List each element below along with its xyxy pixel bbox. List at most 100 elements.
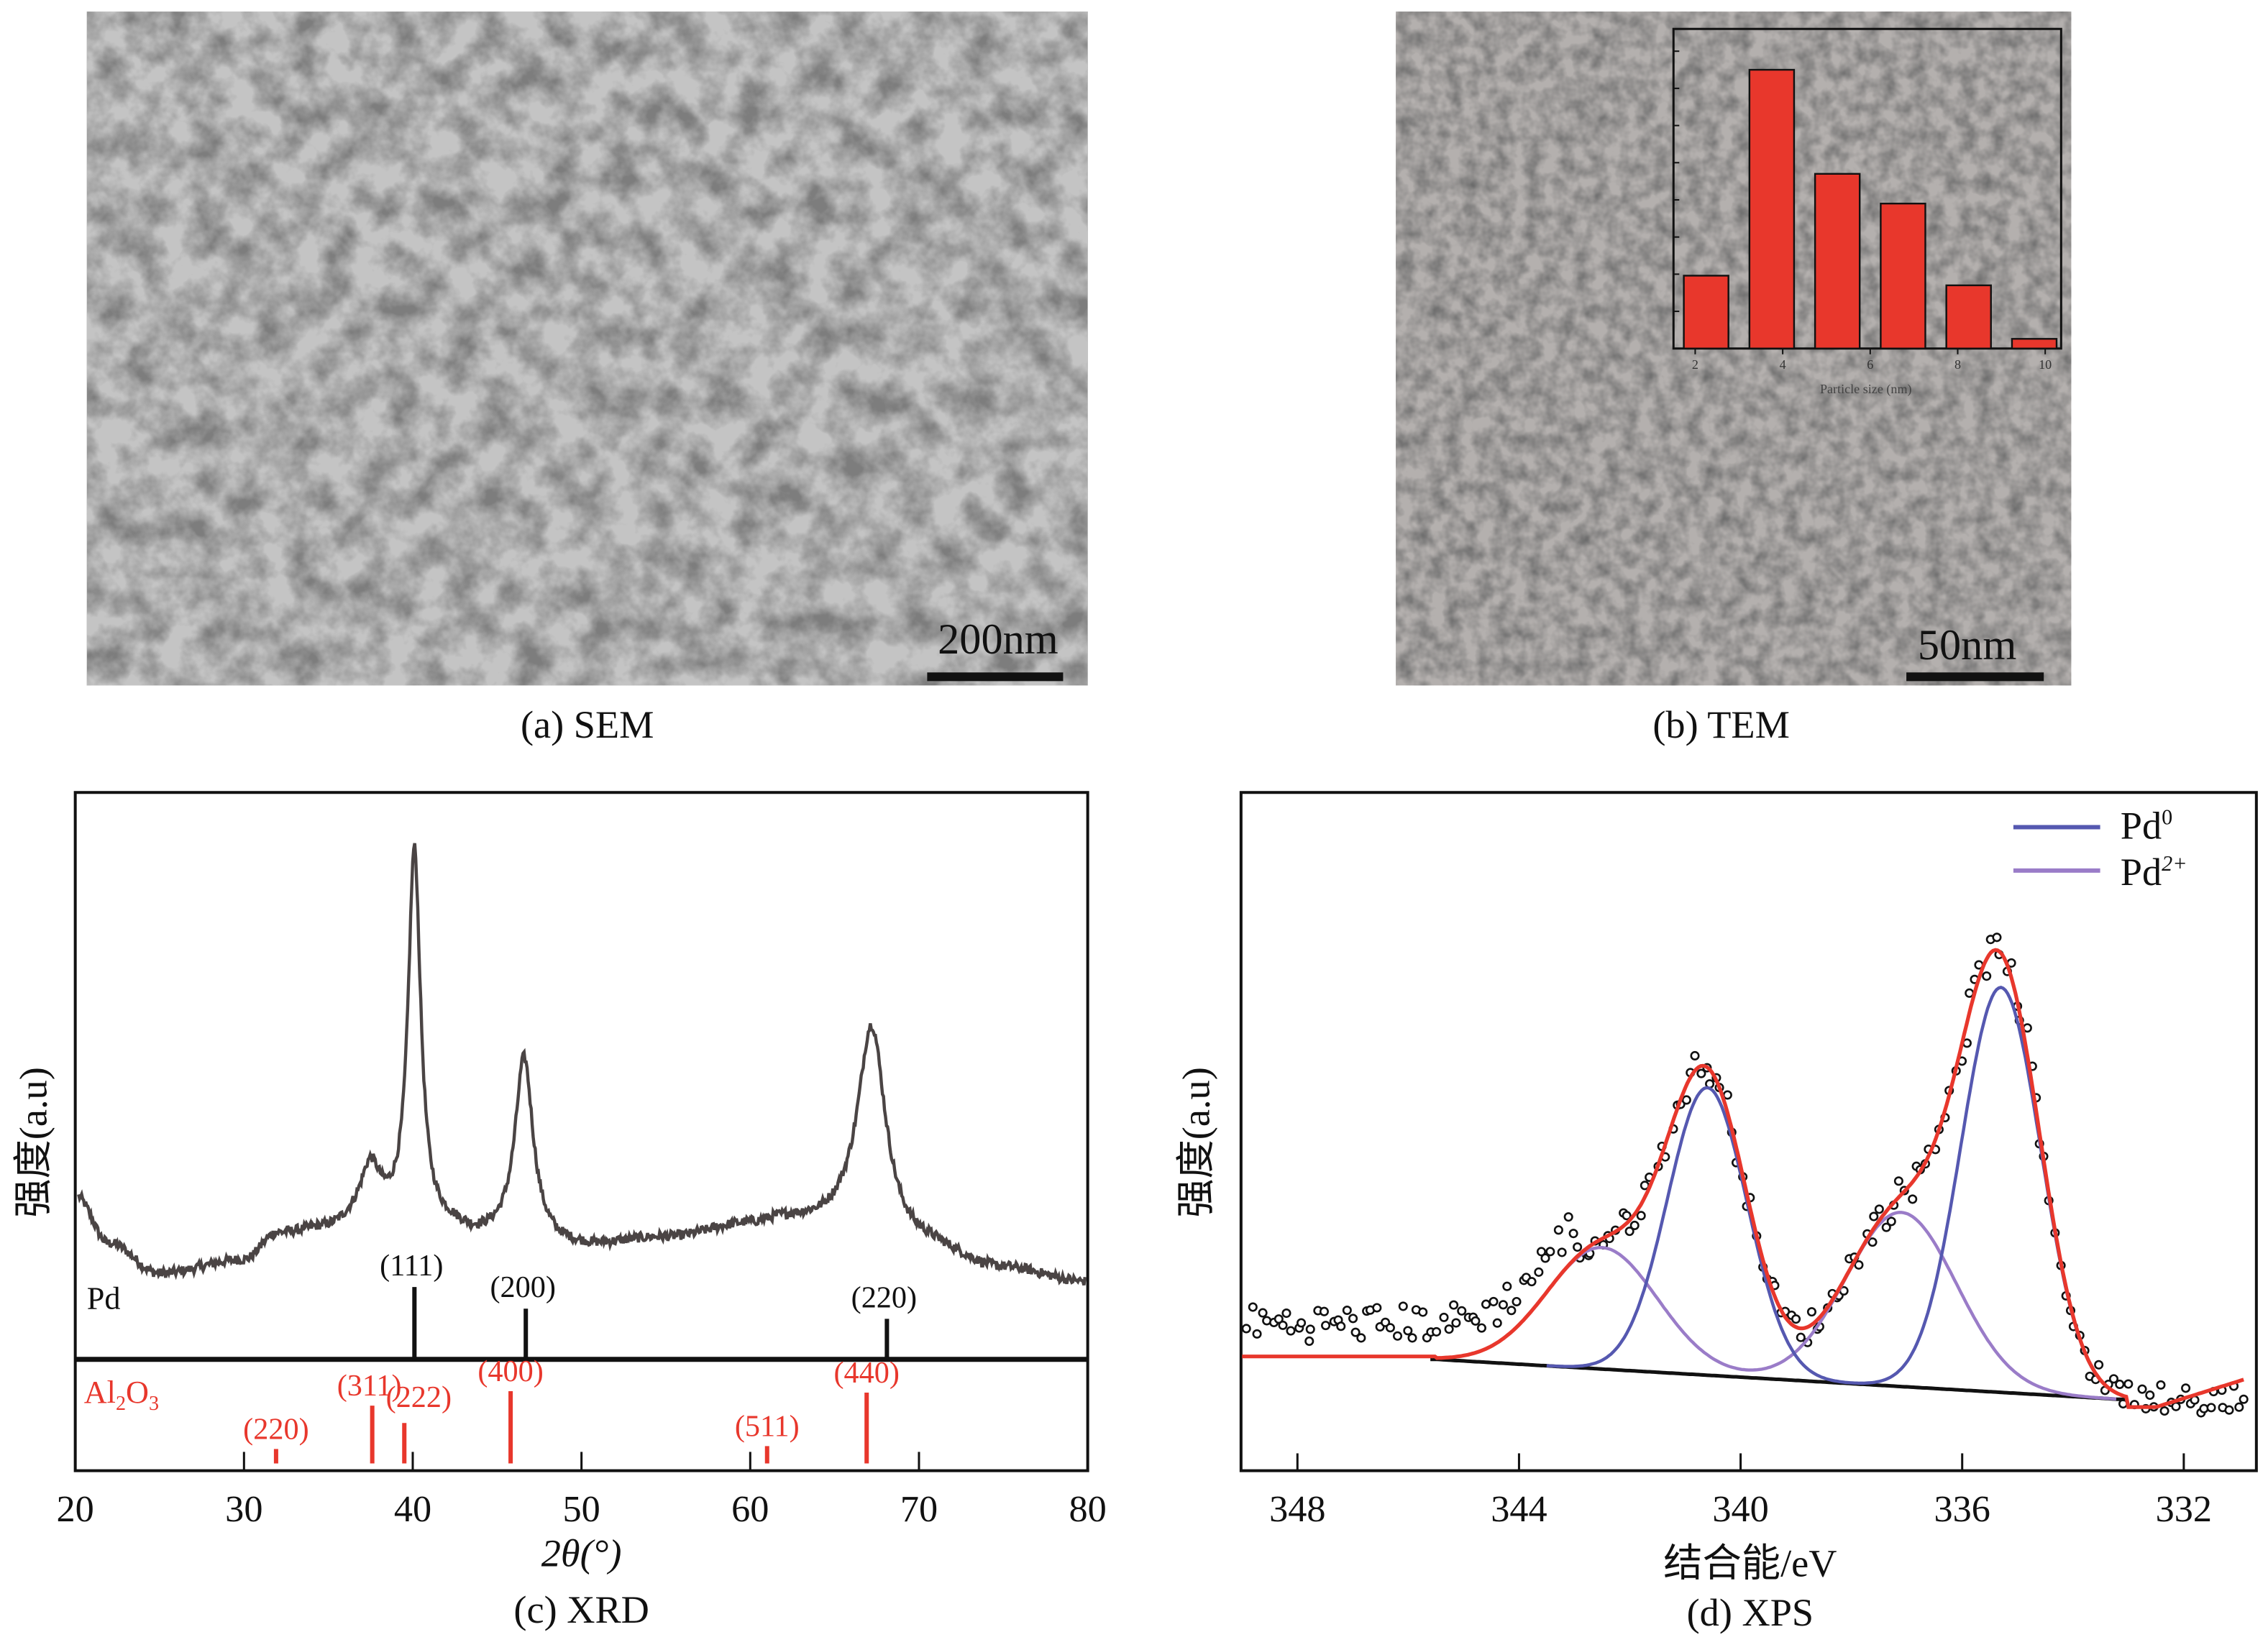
xrd-ylabel: 强度(a.u)	[12, 1067, 55, 1218]
xps-data-point	[2145, 1390, 2155, 1401]
xps-data-point	[1573, 1242, 1583, 1252]
tem-panel: 2 4 6 8 10 Particle size (nm) 50nm (b) TEM	[1396, 12, 2072, 746]
xps-data-point	[2137, 1384, 2147, 1394]
inset-x-tick-label: 6	[1867, 357, 1873, 372]
xps-data-point	[1506, 1306, 1517, 1316]
xps-data-point	[1286, 1326, 1296, 1336]
xps-frame	[1239, 791, 2258, 1472]
xps-caption: (d) XPS	[1687, 1591, 1814, 1634]
legend-label-pd0: Pd0	[2121, 805, 2172, 848]
xps-data-point	[1278, 1320, 1288, 1330]
inset-x-tick-label: 4	[1780, 357, 1786, 372]
xps-x-tick-label: 348	[1269, 1488, 1325, 1530]
legend-label-pd2: Pd2+	[2121, 851, 2187, 894]
pd-reference-label: Pd	[87, 1280, 121, 1316]
tem-scale-label: 50nm	[1918, 621, 2016, 669]
xps-data-point	[2156, 1380, 2166, 1390]
xps-data-point	[1534, 1267, 1544, 1277]
histogram-bar	[1683, 275, 1729, 349]
xps-data-point	[1319, 1306, 1329, 1316]
al2o3-hkl-label: (220)	[243, 1412, 308, 1446]
inset-x-tick-label: 2	[1692, 357, 1698, 372]
xps-pd0-component	[1546, 986, 2117, 1395]
inset-x-tick-label: 10	[2039, 357, 2052, 372]
xps-data-point	[1350, 1327, 1361, 1337]
xps-data-point	[1545, 1247, 1555, 1257]
tem-caption: (b) TEM	[1652, 703, 1790, 746]
xrd-caption: (c) XRD	[513, 1588, 649, 1631]
xps-data-point	[2239, 1394, 2249, 1404]
al2o3-hkl-label: (400)	[477, 1355, 543, 1388]
xps-data-point	[1281, 1308, 1291, 1319]
xps-data-point	[1356, 1333, 1366, 1343]
xps-data-point	[1629, 1220, 1640, 1231]
xrd-x-tick-label: 40	[394, 1488, 431, 1530]
xrd-x-tick-label: 30	[225, 1488, 262, 1530]
xrd-x-tick-label: 20	[57, 1488, 94, 1530]
xps-background-line	[1430, 1357, 2126, 1402]
xrd-frame	[73, 791, 1089, 1472]
xps-legend: Pd0 Pd2+	[2013, 805, 2187, 894]
xps-data-point	[1403, 1326, 1413, 1336]
xps-data-point	[1886, 1216, 1896, 1227]
xps-xlabel: 结合能/eV	[1663, 1541, 1837, 1585]
xps-data-point	[2159, 1406, 2169, 1416]
xps-data-point	[1492, 1318, 1502, 1328]
xps-data-point	[1874, 1204, 1884, 1214]
xps-data-point	[2234, 1402, 2244, 1412]
xps-data-point	[1568, 1229, 1578, 1239]
al2o3-hkl-label: (222)	[386, 1380, 452, 1414]
xps-data-point	[1893, 1176, 1903, 1186]
xps-data-point	[1241, 1324, 1251, 1334]
histogram-bar	[2011, 338, 2058, 349]
xps-data-point	[1624, 1227, 1634, 1237]
xps-data-point	[1305, 1324, 1315, 1334]
xps-data-point	[1444, 1324, 1454, 1334]
xps-data-point	[1252, 1329, 1262, 1339]
xps-data-point	[1418, 1307, 1428, 1317]
xps-data-point	[1557, 1247, 1567, 1257]
xps-data-point	[1636, 1211, 1646, 1221]
sem-caption: (a) SEM	[521, 703, 654, 746]
xps-data-point	[1342, 1305, 1352, 1316]
xps-data-point	[1348, 1314, 1358, 1324]
al2o3-hkl-label: (311)	[337, 1369, 402, 1403]
xps-data-point	[1398, 1301, 1408, 1311]
particle-size-histogram: 2 4 6 8 10 Particle size (nm)	[1672, 27, 2062, 397]
xps-data-point	[1502, 1281, 1512, 1291]
xps-x-tick-label: 332	[2156, 1488, 2212, 1530]
xps-data-point	[1476, 1323, 1486, 1333]
xps-data-point	[1297, 1318, 1307, 1328]
xps-x-tick-label: 344	[1491, 1488, 1547, 1530]
pd-hkl-label: (111)	[380, 1249, 443, 1283]
xps-data-point	[1527, 1277, 1537, 1287]
xps-x-tick-label: 340	[1712, 1488, 1768, 1530]
al2o3-hkl-label: (511)	[735, 1409, 800, 1443]
xps-data-point	[1563, 1212, 1573, 1222]
xps-data-point	[1451, 1318, 1461, 1328]
xps-data-point	[1869, 1211, 1879, 1222]
xrd-pattern-line	[77, 843, 1087, 1286]
xps-data-point	[1336, 1321, 1346, 1332]
histogram-bar	[1748, 68, 1796, 349]
xps-ylabel: 强度(a.u)	[1175, 1067, 1218, 1218]
tem-scale-bar	[1906, 672, 2044, 682]
xps-data-point	[1536, 1247, 1546, 1257]
xps-data-point	[2199, 1403, 2209, 1413]
xps-envelope-fit	[1242, 948, 2244, 1409]
xps-data-point	[2171, 1401, 2181, 1411]
xrd-x-tick-label: 60	[731, 1488, 769, 1530]
xps-data-point	[1690, 1050, 1700, 1060]
xps-data-point	[2094, 1360, 2104, 1370]
xps-data-point	[1540, 1253, 1550, 1263]
xps-data-point	[2115, 1379, 2125, 1389]
xps-data-point	[1258, 1308, 1268, 1318]
sem-scale-bar	[927, 672, 1064, 682]
histogram-bar	[1814, 173, 1861, 349]
xps-data-point	[1791, 1314, 1801, 1324]
xps-data-point	[1304, 1336, 1314, 1347]
xps-data-point	[1432, 1326, 1442, 1337]
sem-panel: 200nm (a) SEM	[86, 12, 1088, 746]
xps-data-point	[2206, 1403, 2216, 1413]
